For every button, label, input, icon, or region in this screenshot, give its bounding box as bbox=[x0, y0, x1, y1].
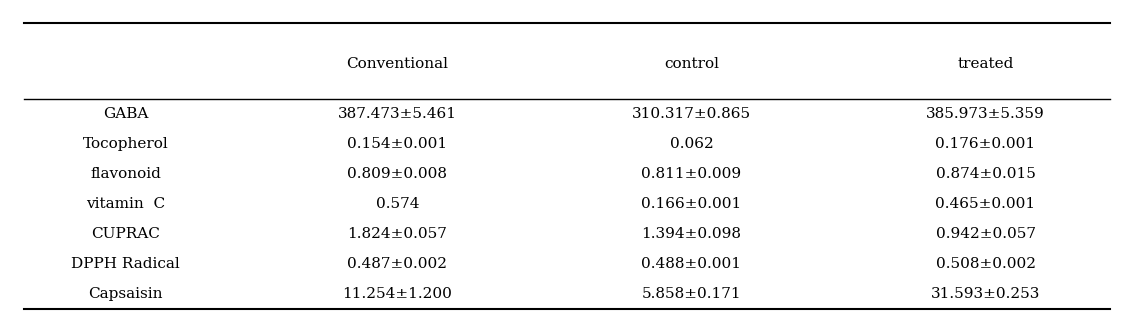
Text: 0.166±0.001: 0.166±0.001 bbox=[642, 197, 742, 211]
Text: 11.254±1.200: 11.254±1.200 bbox=[342, 287, 452, 301]
Text: 1.824±0.057: 1.824±0.057 bbox=[347, 227, 447, 241]
Text: 387.473±5.461: 387.473±5.461 bbox=[338, 107, 457, 121]
Text: control: control bbox=[663, 57, 719, 71]
Text: Capsaisin: Capsaisin bbox=[88, 287, 163, 301]
Text: 5.858±0.171: 5.858±0.171 bbox=[642, 287, 742, 301]
Text: Tocopherol: Tocopherol bbox=[83, 137, 169, 151]
Text: 0.488±0.001: 0.488±0.001 bbox=[642, 257, 742, 271]
Text: 1.394±0.098: 1.394±0.098 bbox=[642, 227, 742, 241]
Text: 0.465±0.001: 0.465±0.001 bbox=[936, 197, 1035, 211]
Text: CUPRAC: CUPRAC bbox=[92, 227, 160, 241]
Text: 0.062: 0.062 bbox=[669, 137, 713, 151]
Text: 0.154±0.001: 0.154±0.001 bbox=[347, 137, 448, 151]
Text: 0.874±0.015: 0.874±0.015 bbox=[936, 167, 1035, 181]
Text: 0.811±0.009: 0.811±0.009 bbox=[642, 167, 742, 181]
Text: DPPH Radical: DPPH Radical bbox=[71, 257, 180, 271]
Text: flavonoid: flavonoid bbox=[91, 167, 161, 181]
Text: 0.508±0.002: 0.508±0.002 bbox=[936, 257, 1035, 271]
Text: treated: treated bbox=[957, 57, 1014, 71]
Text: 0.809±0.008: 0.809±0.008 bbox=[347, 167, 447, 181]
Text: 31.593±0.253: 31.593±0.253 bbox=[931, 287, 1040, 301]
Text: 0.942±0.057: 0.942±0.057 bbox=[936, 227, 1035, 241]
Text: GABA: GABA bbox=[103, 107, 149, 121]
Text: 0.574: 0.574 bbox=[375, 197, 420, 211]
Text: 385.973±5.359: 385.973±5.359 bbox=[926, 107, 1044, 121]
Text: 310.317±0.865: 310.317±0.865 bbox=[632, 107, 751, 121]
Text: 0.176±0.001: 0.176±0.001 bbox=[936, 137, 1035, 151]
Text: vitamin  C: vitamin C bbox=[86, 197, 166, 211]
Text: Conventional: Conventional bbox=[346, 57, 448, 71]
Text: 0.487±0.002: 0.487±0.002 bbox=[347, 257, 447, 271]
